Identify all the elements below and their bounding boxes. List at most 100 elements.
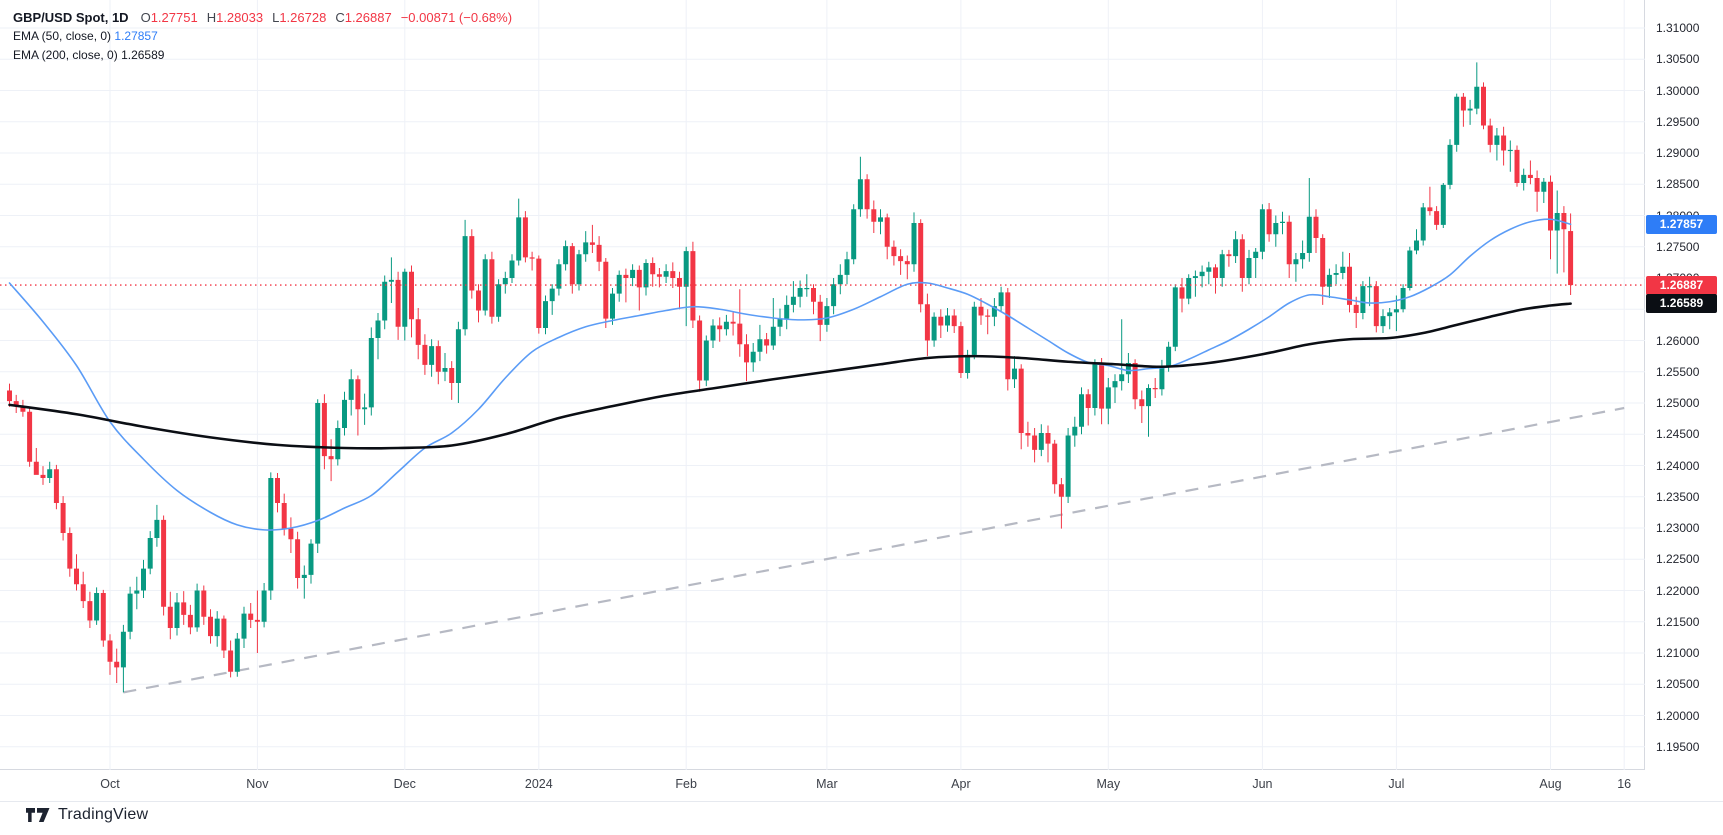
candle <box>1554 213 1560 231</box>
candle <box>1507 149 1513 152</box>
legend-ema50-row[interactable]: EMA (50, close, 0) 1.27857 <box>13 27 512 46</box>
candle <box>221 618 227 651</box>
candle <box>1045 433 1051 444</box>
candle <box>1293 259 1299 265</box>
candle <box>1347 266 1352 305</box>
candle <box>616 274 622 294</box>
change-value: −0.00871 (−0.68%) <box>400 10 513 25</box>
candle <box>114 661 120 668</box>
candle <box>904 261 910 265</box>
candle <box>107 640 113 662</box>
candle <box>1065 435 1071 497</box>
legend-ema200-row[interactable]: EMA (200, close, 0) 1.26589 <box>13 46 512 65</box>
time-axis[interactable]: Oct Nov Dec 2024 Feb Mar Apr May Jun Jul Aug 16 <box>0 770 1723 802</box>
candle <box>47 469 53 478</box>
candle <box>697 320 703 381</box>
candle <box>971 306 977 355</box>
candle <box>342 399 347 428</box>
candle <box>1320 238 1326 287</box>
candle <box>402 271 408 327</box>
candle <box>268 478 274 591</box>
candle <box>1226 254 1232 257</box>
candle <box>1253 251 1259 258</box>
candle <box>623 274 629 278</box>
price-axis[interactable]: 1.31000 1.30500 1.30000 1.29500 1.29000 1.285… <box>1646 0 1723 770</box>
candle <box>167 606 173 628</box>
candle <box>1541 181 1547 192</box>
price-axis-label: 1.30500 <box>1656 52 1700 67</box>
candle <box>1199 271 1205 277</box>
candle <box>33 461 39 475</box>
candle <box>228 650 234 672</box>
candle <box>201 590 207 617</box>
candle <box>355 379 361 410</box>
candle <box>7 390 12 402</box>
candle <box>328 456 334 460</box>
candle <box>911 223 917 265</box>
candle <box>924 304 930 341</box>
price-axis-label: 1.20000 <box>1656 708 1700 723</box>
tradingview-logo[interactable]: TradingView <box>26 806 148 824</box>
price-axis-label: 1.23000 <box>1656 521 1700 535</box>
candle <box>1213 267 1218 278</box>
legend-symbol-row[interactable]: GBP/USD Spot, 1D O1.27751 H1.28033 L1.26728… <box>13 8 512 27</box>
candle <box>308 543 314 575</box>
candle <box>817 301 823 325</box>
time-axis-label: Dec <box>393 777 416 791</box>
tradingview-icon <box>26 807 50 822</box>
candle <box>710 325 716 341</box>
candle <box>1032 435 1038 450</box>
candlestick-canvas[interactable] <box>0 0 1645 770</box>
candle <box>536 258 542 328</box>
time-axis-label: May <box>1096 777 1121 791</box>
candle <box>884 217 890 247</box>
candle <box>1460 96 1466 111</box>
price-axis-label: 1.23500 <box>1656 489 1700 504</box>
candle <box>13 401 19 407</box>
candle <box>757 339 763 352</box>
candle <box>938 316 944 326</box>
candle <box>978 306 984 316</box>
chart-plot[interactable]: GBP/USD Spot, 1D O1.27751 H1.28033 L1.26728… <box>0 0 1645 770</box>
candle <box>241 613 247 639</box>
candle <box>127 593 133 632</box>
candle <box>1219 254 1225 278</box>
ema200-line[interactable] <box>8 302 1572 450</box>
symbol-title[interactable]: GBP/USD Spot, 1D <box>13 10 129 25</box>
candle <box>1246 258 1252 278</box>
candle <box>455 329 461 383</box>
candle <box>857 179 863 210</box>
candle <box>1025 433 1031 436</box>
trendline[interactable] <box>123 406 1625 694</box>
candle <box>1548 181 1553 231</box>
candle <box>53 469 59 503</box>
price-axis-label: 1.22000 <box>1656 583 1700 598</box>
candle <box>1306 216 1312 253</box>
candle <box>991 306 997 317</box>
time-axis-label: Nov <box>246 777 269 791</box>
candle <box>1393 309 1399 313</box>
candle <box>797 288 803 297</box>
candle <box>804 288 810 290</box>
price-axis-label: 1.29500 <box>1656 114 1700 129</box>
candle <box>576 254 582 285</box>
candle <box>27 411 33 462</box>
candle <box>1527 174 1533 178</box>
candle <box>496 284 502 317</box>
candle <box>100 593 106 641</box>
candle <box>777 318 783 327</box>
candle <box>891 246 897 257</box>
candle <box>187 614 193 628</box>
ema50-line[interactable] <box>8 218 1572 531</box>
candle <box>315 403 321 544</box>
candle <box>1501 135 1507 151</box>
candle <box>1286 221 1292 265</box>
candle <box>1179 287 1185 299</box>
candle <box>67 533 73 569</box>
candle <box>368 338 374 408</box>
candle <box>1239 239 1245 278</box>
ema200-value: 1.26589 <box>121 48 165 62</box>
candle <box>1132 363 1138 400</box>
candle <box>770 326 776 346</box>
candle <box>476 290 481 311</box>
